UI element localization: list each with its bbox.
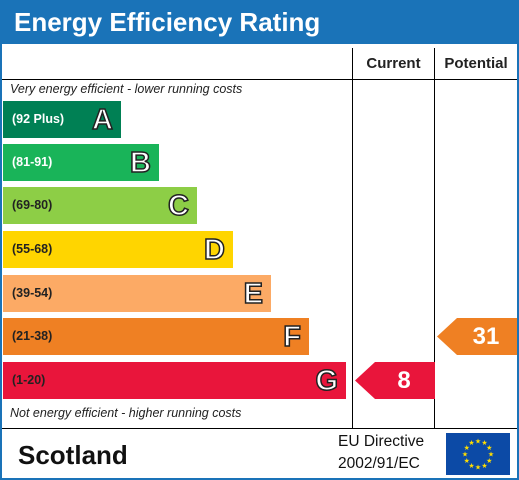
eu-star-icon: ★ [464, 457, 470, 465]
band-letter: D [203, 233, 225, 267]
band-letter: F [283, 320, 302, 354]
eu-star-icon: ★ [464, 444, 470, 452]
eu-star-icon: ★ [475, 464, 481, 472]
column-header-current: Current [366, 55, 421, 72]
region-label: Scotland [18, 440, 128, 470]
potential-rating-value: 31 [472, 323, 500, 350]
title-bar: Energy Efficiency Rating [0, 0, 519, 44]
note-inefficient: Not energy efficient - higher running co… [10, 406, 242, 420]
eu-star-icon: ★ [462, 451, 468, 459]
eu-star-icon: ★ [468, 462, 474, 470]
band-letter: B [129, 146, 151, 180]
directive-line2: 2002/91/EC [338, 455, 420, 472]
potential-rating-arrow: 31 [437, 318, 517, 355]
eu-star-icon: ★ [486, 457, 492, 465]
band-letter: A [91, 103, 113, 137]
eu-stars: ★ ★★★★★★★★★★★ [462, 438, 494, 472]
band-a: (92 Plus) A [3, 101, 121, 138]
rating-grid [0, 44, 519, 480]
eu-star-icon: ★ [475, 438, 481, 446]
header-underline [2, 79, 517, 80]
band-range: (21-38) [12, 329, 53, 343]
footer-divider [2, 428, 517, 429]
column-header-potential: Potential [444, 55, 508, 72]
band-letter: G [315, 364, 339, 398]
eu-flag-icon: ★ ★ ★ ★ ★ ★ ★ ★ ★ ★ ★ ★ [446, 433, 510, 475]
band-range: (81-91) [12, 155, 53, 169]
band-range: (55-68) [12, 242, 53, 256]
note-efficient: Very energy efficient - lower running co… [10, 82, 243, 96]
eu-star-icon: ★ [488, 451, 494, 459]
directive-label: EU Directive 2002/91/EC [338, 431, 424, 475]
band-f: (21-38) F [3, 318, 309, 355]
band-range: (39-54) [12, 286, 53, 300]
eu-star-icon: ★ [481, 462, 487, 470]
divider-current [352, 48, 353, 428]
arrow-shape [355, 362, 435, 399]
band-range: (1-20) [12, 373, 46, 387]
band-range: (69-80) [12, 198, 53, 212]
current-rating-value: 8 [397, 367, 411, 394]
eu-star-icon: ★ [468, 439, 474, 447]
current-rating-arrow: 8 [355, 362, 435, 399]
eu-star-icon: ★ [481, 439, 487, 447]
band-letter: E [243, 277, 264, 311]
band-d: (55-68) D [3, 231, 233, 268]
band-c: (69-80) C [3, 187, 197, 224]
divider-potential [434, 48, 435, 428]
band-letter: C [167, 189, 189, 223]
page-title: Energy Efficiency Rating [14, 7, 321, 37]
band-e: (39-54) E [3, 275, 271, 312]
band-g: (1-20) G [3, 362, 346, 399]
band-range: (92 Plus) [12, 112, 65, 126]
arrow-shape [437, 318, 517, 355]
directive-line1: EU Directive [338, 433, 425, 450]
eu-star-icon: ★ [486, 444, 492, 452]
band-b: (81-91) B [3, 144, 159, 181]
